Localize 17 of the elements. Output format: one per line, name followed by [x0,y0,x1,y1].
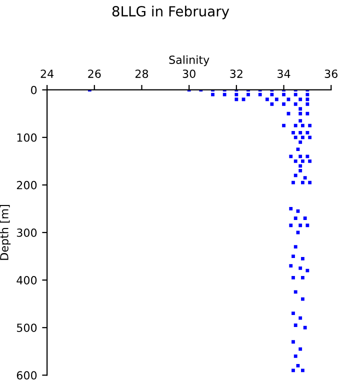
x-tick-label: 26 [88,70,101,78]
x-tick-label: 28 [135,70,148,78]
y-tick-label: 100 [17,133,37,142]
x-tick-label: 36 [324,70,338,78]
x-axis-title: Salinity [169,55,210,66]
y-tick-label: 300 [16,228,37,237]
x-tick-label: 34 [278,70,290,78]
y-tick-label: 0 [31,86,37,94]
y-tick-label: 400 [16,276,37,284]
chart-title: 8LLG in February [112,6,230,20]
y-axis-title: Depth [m] [0,205,11,260]
y-tick-label: 200 [16,180,37,190]
y-tick-label: 500 [16,324,37,332]
x-tick-label: 30 [182,70,196,78]
y-tick-label: 600 [16,371,37,380]
x-tick-label: 24 [40,70,54,78]
x-tick-label: 32 [230,70,242,78]
